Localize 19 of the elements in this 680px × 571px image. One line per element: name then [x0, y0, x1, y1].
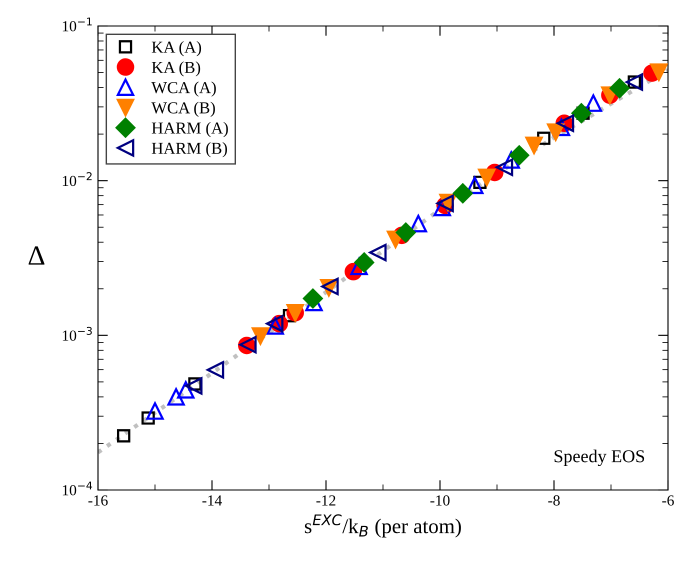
y-axis-title: Δ	[28, 246, 44, 265]
x-tick-label: -6	[662, 495, 674, 506]
annotation: Speedy EOS	[554, 450, 644, 466]
x-tick-label: -12	[316, 495, 336, 506]
x-tick-label: -10	[430, 495, 450, 506]
y-tick-label: 10$^{−2}$	[62, 172, 92, 186]
legend-label: KA (B)	[152, 61, 200, 76]
y-tick-label: 10$^{−1}$	[62, 18, 92, 32]
legend-label: WCA (B)	[151, 102, 215, 117]
x-tick-label: -8	[548, 495, 560, 506]
legend-label: HARM (A)	[152, 122, 228, 138]
legend-label: WCA (A)	[151, 82, 216, 97]
y-tick-label: 10$^{−4}$	[62, 482, 92, 496]
y-tick-label: 10$^{−3}$	[62, 326, 92, 341]
legend-label: KA (A)	[152, 41, 202, 56]
x-tick-label: -14	[202, 495, 222, 506]
x-tick-label: -16	[88, 495, 108, 506]
legend-label: HARM (B)	[152, 142, 227, 158]
x-axis-title: s$^{EXC}$/k$_{B}$ (per atom)	[304, 514, 461, 538]
